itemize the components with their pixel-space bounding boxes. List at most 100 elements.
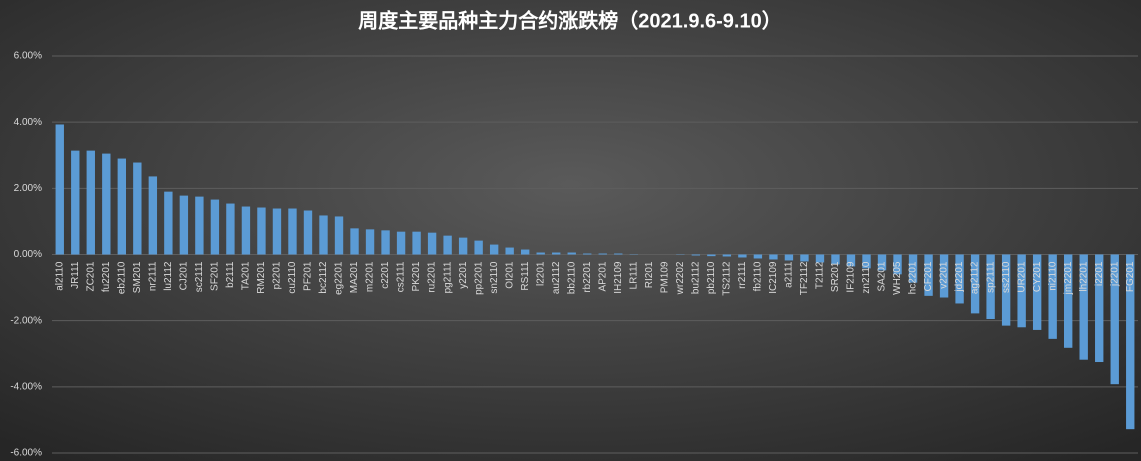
x-tick-label: au2112	[551, 261, 562, 294]
bar	[738, 254, 747, 258]
bar	[831, 254, 840, 265]
x-tick-label: sp2111	[985, 261, 996, 293]
bar	[412, 231, 421, 255]
x-tick-label: IH2109	[613, 261, 624, 294]
bar	[846, 254, 856, 267]
bar	[800, 254, 809, 262]
x-tick-label: eb2110	[116, 261, 127, 294]
y-tick-label: -4.00%	[10, 381, 42, 392]
bar	[226, 203, 235, 255]
bar	[893, 254, 902, 275]
bar	[552, 252, 561, 255]
x-tick-label: wr2202	[675, 261, 686, 295]
x-tick-label: m2201	[365, 261, 376, 292]
bar	[381, 230, 390, 255]
bar	[55, 124, 64, 255]
bar	[505, 247, 514, 255]
x-tick-label: jm2201	[1063, 261, 1074, 295]
bar	[148, 176, 158, 255]
y-tick-label: 6.00%	[14, 51, 42, 62]
x-tick-label: LR111	[628, 261, 639, 289]
x-tick-label: IC2109	[768, 261, 779, 294]
bar	[396, 231, 406, 255]
x-tick-label: FG201	[1125, 261, 1136, 292]
x-tick-label: TF2112	[799, 261, 810, 295]
bar	[427, 232, 437, 255]
x-tick-label: sn2110	[489, 261, 500, 294]
x-tick-label: SA201	[877, 261, 888, 291]
y-tick-label: -6.00%	[10, 448, 42, 459]
x-tick-label: i2201	[1094, 261, 1105, 286]
x-tick-label: pb2110	[706, 261, 717, 294]
x-tick-label: ZC201	[85, 261, 96, 291]
x-tick-label: eg2201	[334, 261, 345, 295]
x-tick-label: lh2201	[1078, 261, 1089, 291]
bar	[365, 229, 375, 255]
bar	[164, 191, 173, 255]
x-tick-label: nr2111	[147, 261, 158, 291]
x-tick-label: SF201	[210, 261, 221, 291]
x-tick-label: y2201	[458, 261, 469, 289]
x-tick-label: AP201	[597, 261, 608, 291]
bar	[707, 254, 716, 257]
bar	[257, 207, 266, 255]
bar	[86, 150, 95, 255]
x-tick-label: IF2109	[846, 261, 857, 293]
x-tick-label: l2201	[535, 261, 546, 286]
y-tick-label: 4.00%	[14, 117, 42, 128]
x-tick-label: b2111	[225, 261, 236, 288]
x-tick-label: OI201	[504, 261, 515, 289]
x-tick-label: rb2201	[582, 261, 593, 293]
bar	[1048, 254, 1057, 339]
x-tick-label: pg2111	[442, 261, 453, 293]
x-tick-label: SR201	[830, 261, 841, 292]
bar	[924, 254, 933, 296]
x-tick-label: PK201	[411, 261, 422, 291]
bar	[334, 216, 344, 255]
bar	[815, 254, 825, 263]
bar	[583, 253, 592, 255]
bar	[1063, 254, 1073, 348]
x-tick-label: ni2110	[1047, 261, 1058, 291]
bar	[474, 240, 483, 255]
x-tick-label: fu2201	[101, 261, 112, 292]
bar	[986, 254, 995, 320]
x-tick-label: CF201	[923, 261, 934, 291]
bar	[536, 252, 545, 255]
bar	[939, 254, 949, 298]
x-tick-label: c2201	[380, 261, 391, 289]
x-tick-label: RI201	[644, 261, 655, 288]
bar	[1001, 254, 1011, 326]
x-tick-label: p2201	[272, 261, 283, 289]
x-tick-label: pp2201	[473, 261, 484, 295]
x-tick-label: a2111	[784, 261, 795, 288]
x-tick-label: ss2110	[1001, 261, 1012, 293]
x-tick-label: MA201	[349, 261, 360, 293]
x-tick-label: UR201	[1016, 261, 1027, 293]
bar	[784, 254, 794, 261]
x-tick-label: sc2111	[194, 261, 205, 292]
bar	[970, 254, 980, 314]
x-tick-label: jd2201	[954, 261, 965, 292]
bar	[1032, 254, 1042, 330]
bar	[241, 206, 251, 255]
x-tick-label: cu2110	[287, 261, 298, 294]
x-tick-label: ag2112	[970, 261, 981, 294]
x-tick-label: al2110	[54, 261, 65, 291]
x-tick-label: ru2201	[427, 261, 438, 293]
bar	[102, 153, 111, 255]
bar	[691, 254, 701, 256]
bar	[133, 162, 142, 255]
x-tick-label: WH205	[892, 261, 903, 295]
x-tick-label: v2201	[939, 261, 950, 289]
bar	[458, 237, 468, 255]
bar	[288, 208, 297, 255]
bar	[1017, 254, 1026, 328]
bar	[350, 228, 359, 255]
bar	[117, 158, 127, 255]
x-tick-label: bu2112	[690, 261, 701, 294]
bar	[567, 252, 576, 255]
x-tick-label: CY201	[1032, 261, 1043, 292]
